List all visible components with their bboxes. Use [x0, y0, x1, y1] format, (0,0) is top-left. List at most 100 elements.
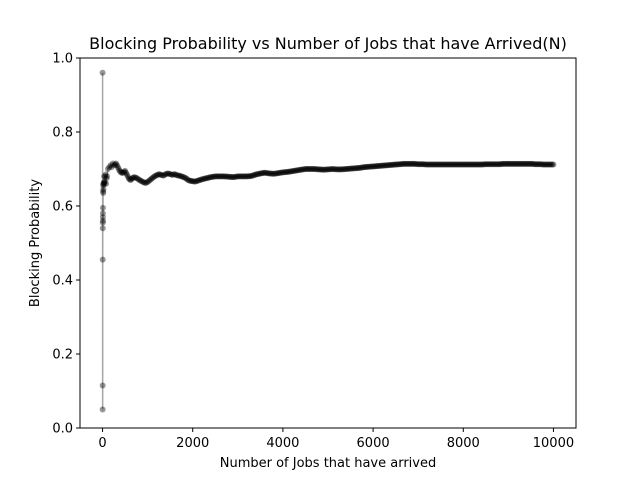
data-point — [109, 160, 116, 167]
data-point-interp — [331, 166, 338, 173]
data-point-interp — [112, 161, 119, 168]
data-point-interp — [434, 161, 441, 168]
data-point — [221, 173, 228, 180]
data-point — [164, 170, 171, 177]
data-point — [191, 178, 198, 185]
data-point-interp — [303, 166, 310, 172]
data-point-interp — [264, 170, 271, 177]
data-point — [144, 178, 151, 185]
data-point-interp — [497, 161, 504, 168]
data-point-interp — [471, 161, 478, 168]
data-point-interp — [376, 162, 383, 169]
data-point — [140, 178, 147, 185]
data-point-interp — [122, 169, 129, 176]
data-point-interp — [543, 161, 550, 168]
data-point-interp — [278, 169, 285, 176]
x-tick-label: 0 — [98, 436, 106, 451]
data-point-interp — [445, 161, 452, 168]
x-tick-label: 6000 — [357, 436, 390, 451]
data-point-interp — [232, 173, 239, 180]
data-point-interp — [222, 173, 229, 180]
data-point-interp — [409, 160, 416, 167]
data-point-interp — [517, 160, 524, 167]
data-point-interp — [253, 171, 260, 178]
data-point-interp — [267, 170, 274, 177]
data-point-interp — [364, 163, 371, 170]
data-point — [133, 174, 140, 181]
data-point-interp — [390, 161, 397, 168]
data-point-interp — [199, 176, 206, 183]
data-point-interp — [412, 161, 419, 167]
data-point-interp — [210, 173, 217, 180]
data-point — [100, 180, 107, 187]
data-point — [446, 161, 453, 168]
data-point — [270, 170, 277, 177]
data-point-interp — [367, 163, 374, 170]
data-point-interp — [317, 166, 324, 173]
data-point — [122, 167, 129, 174]
data-point — [116, 167, 123, 174]
data-point-interp — [237, 173, 244, 180]
data-point-interp — [483, 161, 490, 168]
data-point-interp — [217, 173, 224, 180]
data-point-interp — [292, 167, 299, 174]
data-point — [482, 161, 489, 168]
data-point-interp — [145, 178, 152, 185]
data-point — [131, 174, 138, 181]
data-point-interp — [403, 160, 410, 167]
data-point-interp — [177, 173, 184, 180]
data-point-interp — [358, 164, 365, 171]
data-point-interp — [319, 166, 326, 173]
data-point-interp — [521, 160, 528, 167]
data-point-interp — [498, 161, 505, 167]
data-point — [257, 170, 264, 177]
data-point — [325, 166, 331, 173]
data-point — [100, 180, 107, 187]
data-point — [135, 176, 142, 183]
data-point-interp — [443, 161, 450, 168]
data-point-interp — [355, 164, 362, 171]
data-point-interp — [384, 162, 391, 169]
data-point — [505, 160, 512, 167]
data-point-interp — [371, 163, 378, 170]
data-point-interp — [508, 160, 515, 167]
data-point-interp — [344, 165, 351, 172]
data-point — [101, 173, 108, 180]
data-point-interp — [465, 161, 472, 168]
data-point-interp — [425, 161, 432, 168]
data-point-interp — [282, 169, 289, 176]
data-point-interp — [492, 161, 499, 168]
data-point — [442, 161, 449, 168]
data-point-interp — [539, 161, 546, 168]
data-point — [550, 161, 557, 168]
data-point-interp — [309, 166, 316, 172]
data-point — [149, 175, 156, 182]
data-point — [203, 175, 210, 182]
data-point-interp — [432, 161, 439, 168]
data-point-interp — [124, 173, 131, 180]
data-point — [151, 173, 158, 180]
data-point — [99, 214, 106, 221]
data-point-interp — [427, 161, 434, 168]
data-point-interp — [166, 170, 173, 177]
data-point — [320, 166, 327, 173]
data-point-interp — [414, 161, 421, 168]
data-point-interp — [449, 161, 455, 168]
data-point — [545, 161, 552, 168]
data-point-interp — [318, 166, 325, 173]
data-point-interp — [188, 178, 195, 185]
data-point-interp — [208, 173, 215, 180]
data-point — [496, 161, 503, 168]
data-point-interp — [163, 170, 170, 177]
data-point-interp — [259, 170, 266, 177]
data-point — [541, 161, 548, 168]
data-point-interp — [456, 161, 463, 168]
data-point-interp — [190, 178, 197, 185]
data-point-interp — [444, 161, 451, 168]
data-point-interp — [247, 173, 254, 180]
data-point-interp — [542, 161, 549, 168]
data-point-interp — [287, 168, 294, 175]
data-point-interp — [477, 161, 484, 168]
data-point-interp — [389, 161, 396, 168]
